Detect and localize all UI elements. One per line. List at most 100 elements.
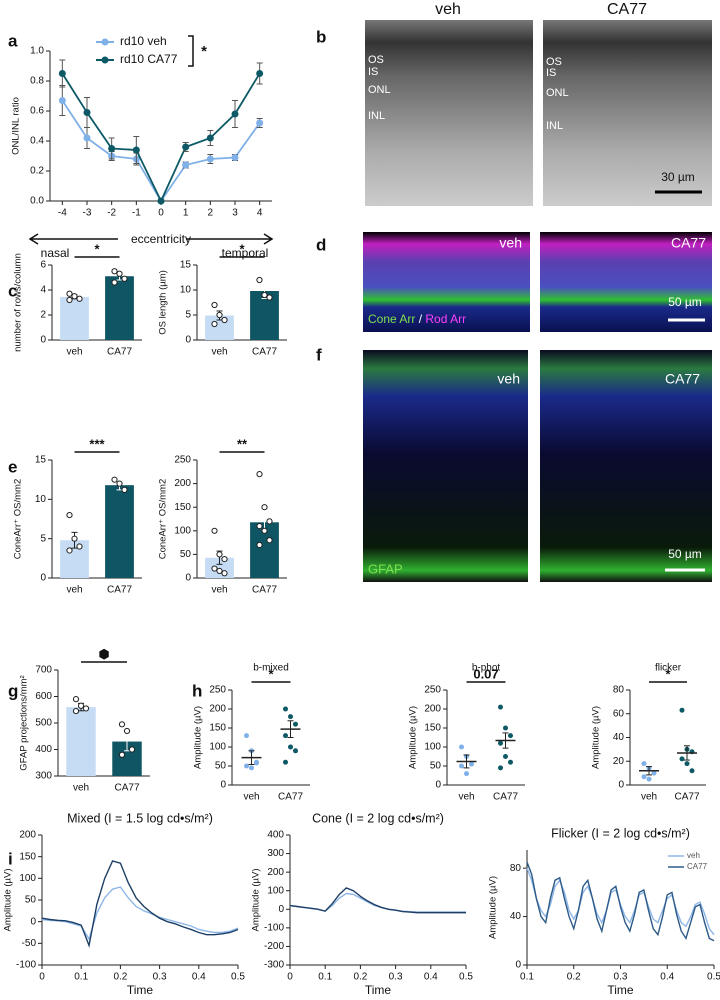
micrograph (363, 350, 528, 582)
scale-label: 30 µm (661, 170, 695, 184)
arrow (28, 233, 118, 245)
y-axis-label: ONL/INL ratio (11, 97, 22, 155)
data-point (72, 707, 80, 715)
panel-label: h (192, 681, 202, 700)
chart-title: Flicker (I = 2 log cd•s/m²) (551, 826, 690, 840)
chart-title: flicker (655, 663, 682, 674)
y-axis-label: Amplitude (µV) (193, 706, 204, 769)
y-tick-label: 50 (215, 761, 227, 772)
error-bar (248, 750, 255, 765)
data-point (689, 768, 695, 774)
x-tick-label: CA77 (278, 792, 303, 803)
x-tick-label: 0.3 (614, 972, 628, 983)
chart-title: b-mixed (253, 663, 289, 674)
x-tick-label: CA77 (252, 347, 277, 358)
y-tick-label: 0.0 (30, 196, 44, 207)
y-tick-label: -100 (16, 960, 36, 971)
y-tick-label: 250 (209, 685, 226, 696)
data-point (66, 290, 73, 297)
y-tick-label: 0 (220, 780, 226, 791)
data-point (118, 721, 126, 728)
bar (66, 707, 96, 776)
y-tick-label: 0 (515, 960, 521, 971)
data-point (459, 763, 464, 769)
significance-label: *** (89, 436, 105, 451)
x-tick-label: CA77 (493, 792, 518, 803)
significance-label: ** (237, 436, 248, 451)
y-tick-label: 0 (618, 780, 624, 791)
data-point (641, 774, 647, 780)
data-point (216, 551, 223, 558)
layer-label: OS (368, 54, 384, 66)
y-tick-label: 0.4 (30, 136, 44, 147)
marker (182, 143, 190, 151)
y-tick-label: 40 (613, 732, 625, 743)
x-tick-label: veh (458, 792, 474, 803)
significance-label: * (94, 241, 100, 256)
data-point (256, 276, 263, 284)
x-tick-label: veh (211, 347, 227, 358)
y-tick-label: 50 (25, 895, 37, 906)
y-tick-label: 10 (180, 285, 192, 296)
y-axis-label: Amplitude (µV) (3, 868, 14, 931)
y-tick-label: 5 (185, 310, 191, 321)
y-tick-label: 0 (30, 916, 36, 927)
y-axis-label: Amplitude (µV) (488, 876, 499, 939)
series-line (41, 886, 239, 941)
x-tick-label: veh (211, 585, 227, 596)
error-bar (684, 745, 690, 761)
marker (108, 145, 116, 152)
y-axis-label: Amplitude (µV) (408, 706, 419, 769)
y-tick-label: 250 (174, 455, 191, 466)
chart-title: Mixed (I = 1.5 log cd•s/m²) (67, 811, 213, 825)
data-point (116, 270, 123, 277)
y-axis-label: Amplitude (µV) (251, 868, 262, 931)
x-tick-label: veh (641, 792, 657, 803)
y-axis-label: Amplitude (µV) (591, 706, 602, 769)
y-tick-label: 80 (510, 863, 522, 874)
stain-magenta: Rod Arr (425, 312, 466, 326)
legend-marker (101, 56, 109, 64)
data-point (459, 744, 464, 750)
marker (256, 119, 264, 127)
x-annotation: temporal (222, 246, 269, 260)
data-point (123, 727, 131, 735)
y-tick-label: 40 (510, 911, 522, 922)
marker (231, 110, 239, 118)
y-tick-label: 250 (424, 685, 441, 696)
y-tick-label: 50 (430, 761, 442, 772)
y-tick-label: 5 (40, 533, 46, 544)
layer-label: ONL (546, 87, 569, 99)
y-tick-label: 2 (40, 310, 46, 321)
data-point (641, 761, 647, 767)
error-bar (502, 732, 509, 749)
data-point (261, 527, 268, 534)
y-tick-label: 100 (424, 742, 441, 753)
arrow (186, 233, 274, 245)
layer-label: IS (368, 66, 378, 78)
y-tick-label: 150 (19, 851, 36, 862)
chart-title: b-phot (472, 663, 501, 674)
legend-label: rd10 CA77 (120, 52, 178, 66)
data-point (679, 756, 685, 762)
data-point (261, 291, 268, 299)
legend-label: veh (687, 851, 700, 860)
y-axis-label: number of rows/column (13, 253, 24, 352)
y-tick-label: 200 (424, 704, 441, 715)
y-tick-label: 500 (35, 718, 52, 729)
scale-label: 50 µm (668, 295, 702, 309)
layer-label: INL (546, 120, 563, 132)
panel-label: e (8, 457, 17, 476)
data-point (76, 543, 83, 550)
data-point (498, 765, 503, 771)
x-tick-label: 1 (183, 208, 189, 219)
x-tick-label: CA77 (114, 783, 139, 794)
data-point (469, 761, 474, 767)
series-line (526, 861, 715, 942)
y-tick-label: 100 (209, 742, 226, 753)
y-tick-label: 80 (613, 685, 625, 696)
y-tick-label: 0.2 (30, 166, 44, 177)
y-tick-label: 150 (424, 723, 441, 734)
data-point (71, 293, 78, 300)
data-point (111, 476, 118, 483)
